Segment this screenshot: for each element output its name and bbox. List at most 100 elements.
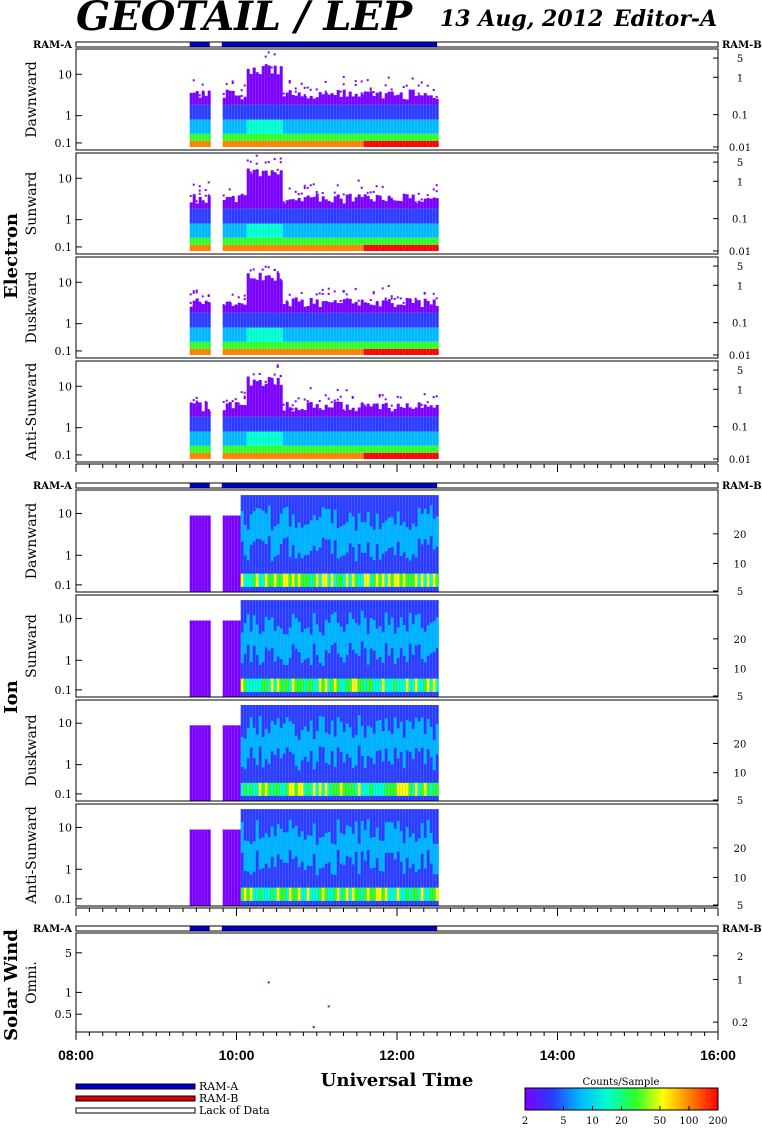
spectrogram-column (396, 140, 400, 147)
spectrogram-column (198, 140, 202, 147)
spectrogram-pixel (336, 388, 339, 391)
spectrogram-column (405, 119, 409, 134)
spectrogram-column (264, 416, 268, 432)
spectrogram-column (381, 119, 385, 134)
spectrogram-column (222, 208, 226, 224)
spectrogram-column (324, 244, 328, 251)
ram-a-segment (189, 483, 438, 488)
spectrogram-column (192, 119, 196, 134)
spectrogram-column (333, 573, 337, 587)
spectrogram-column (243, 348, 247, 355)
spectrogram-column (267, 887, 271, 901)
spectrogram-column (432, 197, 436, 209)
spectrogram-column (414, 678, 418, 692)
spectrogram-pixel (417, 92, 420, 95)
left-tick-label: 0.1 (55, 788, 73, 801)
spectrogram-column (426, 95, 430, 105)
spectrogram-column (426, 705, 430, 801)
spectrogram-column (414, 244, 418, 251)
spectrogram-column (249, 452, 253, 459)
spectrogram-column (192, 194, 196, 209)
spectrogram-pixel (195, 289, 198, 292)
spectrogram-column (354, 244, 358, 251)
spectrogram-column (255, 820, 259, 851)
spectrogram-column (435, 312, 439, 328)
spectrogram-pixel (336, 184, 339, 187)
spectrogram-column (285, 431, 289, 446)
colorbar-tick-label: 5 (560, 1116, 566, 1127)
spectrogram-column (393, 306, 397, 313)
spectrogram-column (300, 348, 304, 355)
spectrogram-column (273, 237, 277, 245)
spectrogram-column (207, 445, 211, 453)
spectrogram-column (345, 452, 349, 459)
spectrogram-pixel (243, 298, 246, 301)
spectrogram-column (204, 133, 208, 141)
spectrogram-column (387, 407, 391, 417)
spectrogram-column (411, 408, 415, 417)
spectrogram-column (396, 573, 400, 587)
spectrogram-column (423, 495, 427, 592)
spectrogram-column (318, 92, 322, 105)
spectrogram-pixel (390, 88, 393, 91)
spectrogram-column (207, 431, 211, 446)
spectrogram-column (408, 600, 412, 697)
spectrogram-column (231, 223, 235, 238)
spectrogram-column (429, 119, 433, 134)
spectrogram-column (276, 133, 280, 141)
spectrogram-column (414, 203, 418, 209)
spectrogram-column (264, 782, 268, 796)
spectrogram-column (399, 140, 403, 147)
spectrogram-column (429, 622, 433, 654)
spectrogram-column (426, 312, 430, 328)
spectrogram-column (408, 416, 412, 432)
spectrogram-pixel (420, 403, 423, 406)
spectrogram-pixel (240, 391, 243, 394)
spectrogram-pixel (264, 265, 267, 268)
spectrogram-column (357, 305, 361, 313)
spectrogram-column (429, 887, 433, 901)
spectrogram-column (279, 628, 283, 660)
spectrogram-pixel (363, 404, 366, 407)
spectrogram-column (261, 119, 265, 134)
spectrogram-pixel (387, 76, 390, 79)
spectrogram-column (393, 223, 397, 238)
spectrogram-column (399, 782, 403, 796)
spectrogram-column (336, 133, 340, 141)
spectrogram-column (264, 64, 268, 105)
spectrogram-column (225, 515, 229, 592)
spectrogram-column (396, 304, 400, 313)
spectrogram-pixel (297, 397, 300, 400)
spectrogram-column (270, 826, 274, 857)
spectrogram-column (261, 837, 265, 869)
spectrogram-column (420, 887, 424, 901)
spectrogram-column (228, 416, 232, 432)
spectrogram-column (228, 302, 232, 313)
spectrogram-column (363, 887, 367, 901)
spectrogram-column (411, 237, 415, 245)
spectrogram-column (195, 431, 199, 446)
spectrogram-column (396, 312, 400, 328)
spectrogram-column (237, 445, 241, 453)
spectrogram-column (324, 452, 328, 459)
spectrogram-column (297, 237, 301, 245)
spectrogram-column (414, 327, 418, 342)
spectrogram-column (366, 809, 370, 906)
spectrogram-column (420, 416, 424, 432)
spectrogram-column (285, 104, 289, 120)
spectrogram-pixel (372, 91, 375, 94)
spectrogram-column (336, 348, 340, 355)
spectrogram-column (255, 223, 259, 238)
spectrogram-column (312, 515, 316, 546)
spectrogram-column (381, 731, 385, 762)
spectrogram-column (234, 202, 238, 209)
spectrogram-column (387, 195, 391, 209)
spectrogram-column (222, 620, 226, 697)
spectrogram-column (258, 272, 262, 313)
spectrogram-column (207, 341, 211, 349)
right-tick-label: 0.01 (729, 351, 751, 362)
spectrogram-column (192, 327, 196, 342)
spectrogram-column (327, 223, 331, 238)
spectrogram-column (285, 495, 289, 592)
spectrogram-pixel (276, 364, 279, 367)
